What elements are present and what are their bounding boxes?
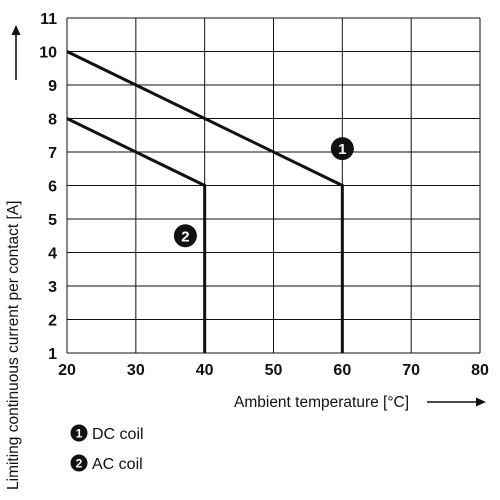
x-tick-label: 20 [58,362,76,379]
grid [66,17,481,354]
y-axis-label: Limiting continuous current per contact … [5,201,22,490]
y-tick-label: 11 [40,11,57,28]
y-tick-label: 2 [48,313,57,330]
series-markers: 12 [173,137,354,248]
legend-label: DC coil [92,426,144,443]
series-marker [330,137,354,161]
series-marker [173,224,197,248]
x-tick-label: 80 [471,362,489,379]
legend-label: AC coil [92,456,143,473]
y-axis-arrow [11,25,21,80]
x-axis-label: Ambient temperature [°C] [234,394,409,411]
series-line [66,50,344,353]
x-tick-label: 70 [402,362,420,379]
y-tick-label: 4 [48,246,57,263]
y-tick-label: 10 [39,45,57,62]
y-tick-label: 7 [48,145,57,162]
legend-marker-label: 2 [76,457,83,471]
series-line [66,117,207,353]
x-axis-arrow [427,397,486,407]
y-tick-label: 6 [48,179,57,196]
legend-marker [70,424,88,442]
y-tick-label: 3 [48,279,57,296]
y-tick-label: 1 [48,346,57,363]
series-lines [66,50,344,353]
y-tick-label: 8 [48,112,57,129]
y-tick-label: 9 [48,78,57,95]
legend-marker-label: 1 [76,427,83,441]
legend-marker [70,454,88,472]
y-tick-labels: 1 2 3 4 5 6 7 8 9 10 11 [39,11,57,363]
series-marker-label: 1 [338,141,346,158]
x-tick-label: 40 [196,362,214,379]
y-tick-label: 5 [48,212,57,229]
x-tick-label: 30 [127,362,145,379]
x-tick-label: 50 [265,362,283,379]
series-marker-label: 2 [181,228,189,245]
legend: 1 DC coil 2 AC coil [70,424,144,473]
x-tick-label: 60 [333,362,351,379]
x-tick-labels: 20 30 40 50 60 70 80 [58,362,489,379]
